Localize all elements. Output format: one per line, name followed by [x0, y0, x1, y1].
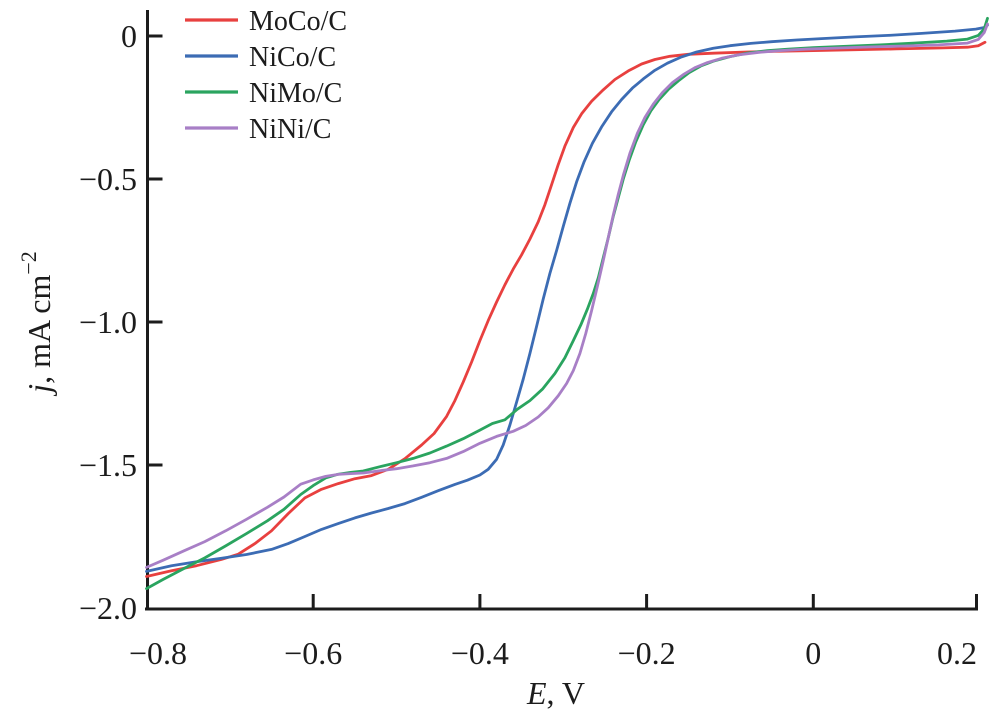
plot-axes: [145, 10, 978, 611]
y-axis-exponent: −2: [16, 251, 41, 274]
x-axis-unit: , V: [547, 675, 586, 711]
y-axis-title: j, mA cm−2: [16, 251, 57, 397]
x-tick-label: −0.4: [451, 635, 509, 671]
legend: MoCo/C NiCo/C NiMo/C NiNi/C: [185, 6, 347, 145]
y-axis-symbol: j: [21, 384, 57, 397]
x-tick-label: 0: [805, 635, 821, 671]
curve-MoCo/C: [145, 40, 987, 578]
x-tick-label: 0.2: [937, 635, 977, 671]
y-tick-label: −2.0: [79, 590, 137, 626]
curves: [145, 16, 989, 590]
x-axis-symbol: E: [526, 675, 547, 711]
y-tick-label: −1.0: [79, 304, 137, 340]
tick-labels: −0.8 −0.6 −0.4 −0.2 0 0.2 0 −0.5 −1.0 −1.5 −2.0: [79, 18, 977, 671]
x-tick-label: −0.2: [618, 635, 676, 671]
curve-NiCo/C: [145, 23, 989, 573]
y-axis-unit: , mA cm: [21, 274, 57, 383]
legend-label-MoCo/C: MoCo/C: [249, 6, 347, 37]
x-axis-title: E, V: [526, 675, 585, 711]
y-tick-label: −1.5: [79, 447, 137, 483]
legend-label-NiNi/C: NiNi/C: [249, 114, 331, 145]
x-tick-label: −0.6: [284, 635, 342, 671]
legend-label-NiMo/C: NiMo/C: [249, 78, 342, 109]
curve-NiNi/C: [145, 22, 989, 569]
y-tick-label: 0: [121, 18, 137, 54]
y-tick-label: −0.5: [79, 161, 137, 197]
legend-label-NiCo/C: NiCo/C: [249, 42, 336, 73]
x-tick-label: −0.8: [129, 635, 187, 671]
